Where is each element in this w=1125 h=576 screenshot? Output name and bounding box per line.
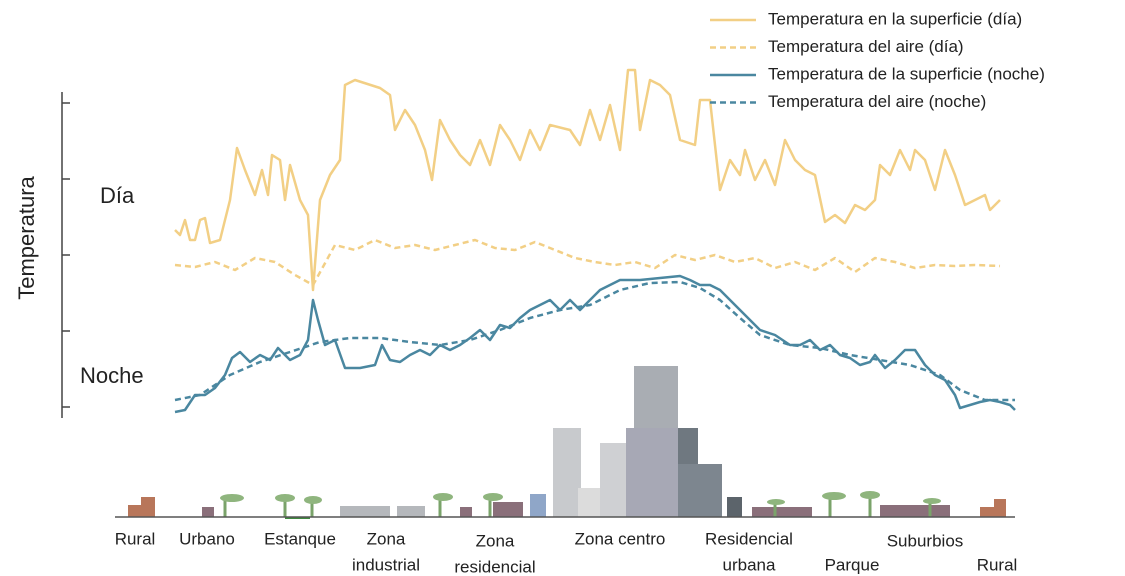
buildings (128, 366, 1006, 518)
zone-label: Parque (825, 555, 880, 574)
zone-label: Residencial (705, 529, 793, 548)
zone-label: residencial (454, 557, 535, 576)
series-line (175, 282, 1015, 400)
zone-label: Urbano (179, 529, 235, 548)
series-line (175, 276, 1015, 412)
zone-label: Zona centro (575, 529, 666, 548)
legend-label: Temperatura de la superficie (noche) (768, 64, 1045, 83)
legend-label: Temperatura del aire (día) (768, 37, 964, 56)
zone-label: Estanque (264, 529, 336, 548)
zone-label: Zona (476, 531, 515, 550)
day-annotation: Día (100, 183, 135, 208)
zone-label: urbana (723, 555, 776, 574)
chart: Temperatura Día Noche Temperatura en la … (0, 0, 1125, 576)
legend-label: Temperatura del aire (noche) (768, 92, 986, 111)
zone-label: Rural (977, 555, 1018, 574)
legend-label: Temperatura en la superficie (día) (768, 9, 1022, 28)
zone-label: industrial (352, 555, 420, 574)
night-annotation: Noche (80, 363, 144, 388)
zone-label: Zona (367, 529, 406, 548)
y-axis-label: Temperatura (14, 175, 39, 299)
zone-label: Suburbios (887, 531, 964, 550)
series-line (175, 240, 1000, 285)
zone-label: Rural (115, 529, 156, 548)
